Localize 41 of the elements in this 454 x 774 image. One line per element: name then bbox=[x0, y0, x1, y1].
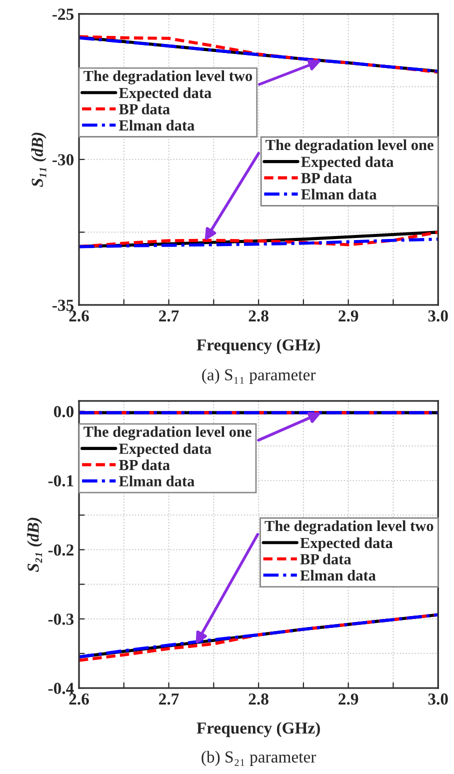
x-axis-title: Frequency (GHz) bbox=[196, 722, 320, 738]
y-tick-label: -35 bbox=[52, 300, 74, 311]
x-tick-label: 3.0 bbox=[428, 310, 448, 322]
x-axis-title: Frequency (GHz) bbox=[196, 338, 320, 354]
legend-label: Expected data bbox=[301, 156, 394, 170]
y-tick-label: -25 bbox=[52, 8, 74, 20]
annotation: The degradation level two bbox=[264, 520, 434, 534]
y-tick-label: -30 bbox=[52, 154, 74, 166]
y-tick-label: -0.3 bbox=[48, 614, 74, 625]
legend-label: Elman data bbox=[300, 570, 376, 581]
x-tick-label: 2.6 bbox=[69, 310, 89, 322]
legend-label: Elman data bbox=[118, 120, 194, 131]
x-tick-label: 2.9 bbox=[338, 310, 358, 322]
annotation: The degradation level one bbox=[84, 426, 252, 440]
y-tick-label: 0.0 bbox=[54, 406, 74, 418]
x-tick-label: 2.8 bbox=[248, 310, 268, 322]
x-tick-label: 2.6 bbox=[69, 693, 89, 705]
legend-label: Expected data bbox=[118, 87, 212, 102]
x-tick-label: 2.7 bbox=[159, 310, 179, 322]
x-tick-label: 2.7 bbox=[159, 693, 179, 705]
legend-label: BP data bbox=[300, 554, 352, 564]
y-tick-label: -0.2 bbox=[48, 544, 74, 556]
y-tick-label: -0.4 bbox=[48, 682, 74, 694]
x-tick-label: 3.0 bbox=[428, 693, 448, 705]
x-tick-label: 2.8 bbox=[248, 693, 268, 705]
y-axis-title: S₁₁ (dB) bbox=[31, 132, 46, 187]
legend-label: Elman data bbox=[118, 476, 194, 486]
annotation: The degradation level two bbox=[84, 70, 252, 84]
text: (a) S₁₁ parameter bbox=[202, 368, 316, 384]
y-axis-title: S₂₁ (dB) bbox=[27, 518, 42, 572]
legend-label: Elman data bbox=[301, 188, 377, 200]
legend-label: BP data bbox=[118, 104, 170, 114]
text: (b) S₂₁ parameter bbox=[202, 750, 316, 766]
y-tick-label: -0.1 bbox=[48, 475, 74, 487]
legend-label: Expected data bbox=[300, 537, 393, 552]
legend-label: Expected data bbox=[118, 443, 212, 458]
annotation: The degradation level one bbox=[266, 139, 434, 154]
line-series bbox=[78, 238, 438, 248]
legend-label: BP data bbox=[118, 459, 170, 470]
x-tick-label: 2.9 bbox=[338, 693, 358, 705]
legend-label: BP data bbox=[301, 172, 352, 184]
